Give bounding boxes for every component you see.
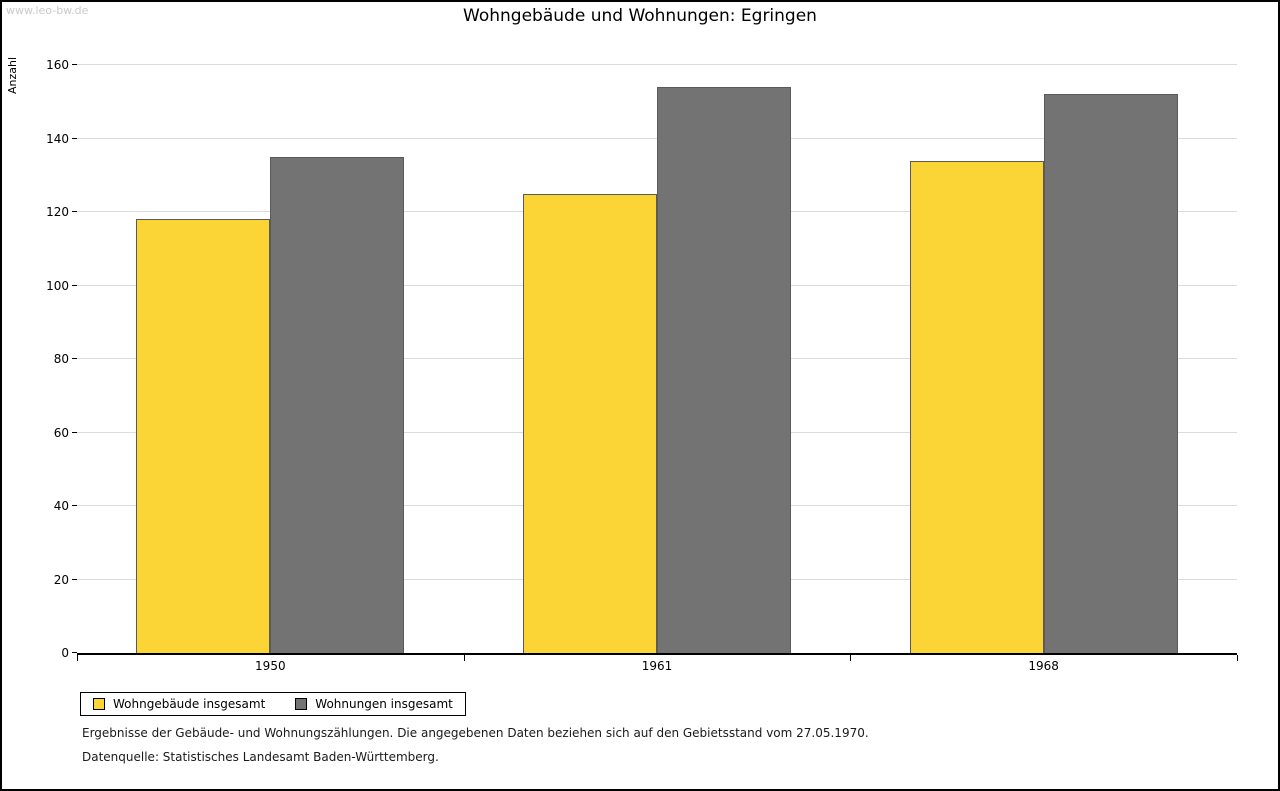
- bar: [1043, 94, 1178, 653]
- footnote-line: Datenquelle: Statistisches Landesamt Bad…: [82, 750, 439, 764]
- legend-label: Wohngebäude insgesamt: [113, 697, 266, 711]
- y-tick-label: 40: [53, 499, 69, 513]
- legend-item: Wohnungen insgesamt: [295, 697, 453, 711]
- x-axis-label: 1968: [1028, 659, 1059, 673]
- x-tick: [850, 655, 852, 661]
- y-tick: [72, 652, 77, 653]
- x-tick: [1237, 655, 1238, 661]
- bar-group: [77, 65, 464, 653]
- y-tick: [72, 64, 77, 65]
- legend-item: Wohngebäude insgesamt: [93, 697, 265, 711]
- gridline: [77, 64, 1237, 65]
- x-axis-label: 1961: [641, 659, 673, 673]
- y-tick: [72, 358, 77, 359]
- y-tick-label: 100: [46, 278, 69, 293]
- footnote-line: Ergebnisse der Gebäude- und Wohnungszähl…: [82, 726, 869, 740]
- legend-label: Wohnungen insgesamt: [315, 697, 453, 711]
- bar: [522, 193, 657, 653]
- x-axis-label: 1950: [255, 659, 286, 673]
- watermark: www.leo-bw.de: [6, 4, 89, 17]
- chart-title: Wohngebäude und Wohnungen: Egringen: [463, 6, 817, 26]
- footnotes: Ergebnisse der Gebäude- und Wohnungszähl…: [82, 726, 869, 774]
- bar-group: [850, 65, 1237, 653]
- y-tick: [72, 505, 77, 506]
- legend: Wohngebäude insgesamt Wohnungen insgesamt: [80, 692, 466, 716]
- bar: [909, 160, 1044, 653]
- y-tick-label: 0: [61, 646, 69, 660]
- y-tick-label: 20: [53, 572, 69, 587]
- legend-swatch: [295, 698, 308, 710]
- plot-area: 0 20 40 60 80 100 120 140 160 1950 1961 1968: [46, 58, 1238, 673]
- x-tick: [463, 655, 465, 661]
- y-tick-label: 80: [53, 352, 69, 366]
- y-tick-label: 140: [46, 131, 69, 146]
- bar: [656, 87, 791, 653]
- bar: [270, 156, 405, 653]
- y-axis-title: Anzahl: [6, 56, 19, 94]
- y-tick: [72, 284, 77, 286]
- y-tick: [72, 431, 77, 433]
- bar-group: [464, 65, 851, 653]
- y-tick: [72, 578, 77, 580]
- y-tick: [72, 137, 77, 139]
- y-tick-label: 120: [46, 205, 69, 219]
- y-tick-label: 60: [53, 425, 69, 440]
- y-tick-label: 160: [46, 58, 69, 72]
- bar: [136, 219, 271, 653]
- x-tick: [77, 655, 78, 661]
- legend-swatch: [93, 698, 105, 710]
- y-tick: [72, 211, 77, 212]
